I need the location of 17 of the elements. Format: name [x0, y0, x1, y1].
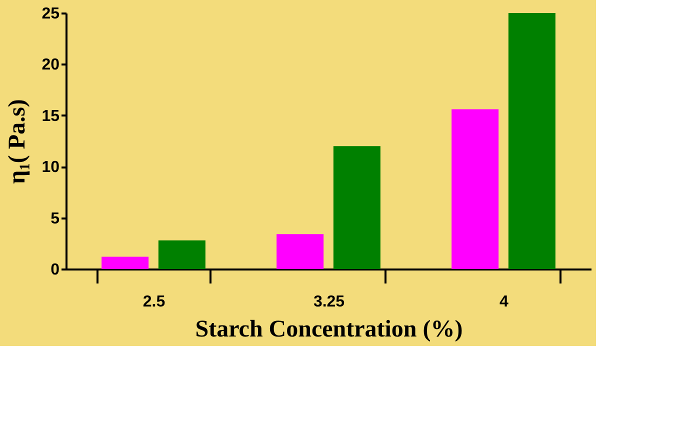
x-tick-label: 3.25: [313, 294, 345, 310]
bar: [276, 234, 324, 269]
bar: [452, 109, 499, 269]
bar: [158, 240, 206, 269]
x-tick-label: 2.5: [142, 294, 166, 310]
x-tick-label: 4: [500, 294, 509, 310]
y-axis-title: η₁( Pa.s): [4, 99, 31, 184]
x-axis-title: Starch Concentration (%): [195, 316, 463, 342]
y-tick-label: 25: [42, 6, 60, 22]
y-tick-label: 0: [50, 262, 60, 278]
y-tick-label: 10: [42, 159, 60, 176]
y-tick-label: 5: [50, 210, 60, 228]
bar: [333, 146, 380, 269]
bar: [102, 256, 149, 269]
y-tick-label: 20: [42, 56, 60, 74]
bar: [508, 13, 556, 269]
y-tick-label: 15: [42, 108, 60, 125]
